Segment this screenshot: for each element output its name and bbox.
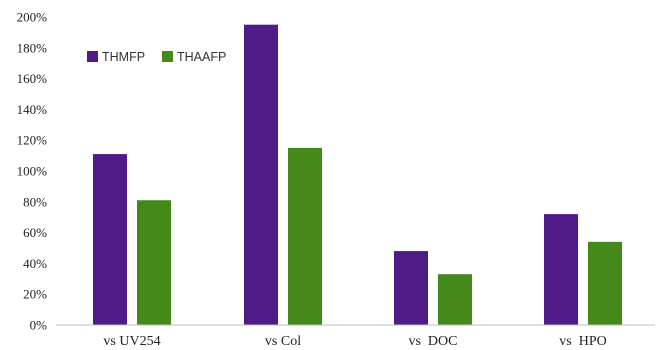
legend-label-thmfp: THMFP (102, 50, 145, 64)
bar-thmfp (544, 214, 578, 325)
bar-thaafp (438, 274, 472, 325)
y-tick-label: 0% (30, 318, 48, 333)
y-tick-label: 120% (17, 133, 48, 148)
legend-swatch-thmfp (87, 51, 98, 62)
y-tick-label: 20% (23, 287, 47, 302)
bars (93, 24, 622, 325)
x-category-label: vs UV254 (103, 334, 160, 349)
y-tick-label: 200% (17, 10, 48, 25)
legend-label-thaafp: THAAFP (177, 50, 226, 64)
y-tick-label: 180% (17, 40, 48, 55)
y-tick-label: 40% (23, 256, 47, 271)
x-category-label: vs DOC (408, 334, 457, 349)
bar-thmfp (93, 154, 127, 325)
y-tick-label: 100% (17, 164, 48, 179)
legend-swatch-thaafp (162, 51, 173, 62)
bar-thmfp (394, 251, 428, 325)
x-axis-labels: vs UV254 vs Col vs DOC vs HPO (103, 334, 606, 349)
y-tick-label: 160% (17, 71, 48, 86)
x-category-label: vs HPO (559, 334, 606, 349)
bar-thaafp (137, 200, 171, 325)
legend: THMFP THAAFP (87, 50, 226, 64)
bar-thaafp (588, 241, 622, 325)
y-tick-label: 80% (23, 194, 47, 209)
y-tick-label: 60% (23, 225, 47, 240)
bar-thmfp (244, 24, 278, 325)
x-category-label: vs Col (265, 334, 301, 349)
y-tick-label: 140% (17, 102, 48, 117)
y-axis-ticks: 0% 20% 40% 60% 80% 100% 120% 140% 160% 180% 200% (17, 10, 48, 333)
bar-thaafp (288, 147, 322, 325)
